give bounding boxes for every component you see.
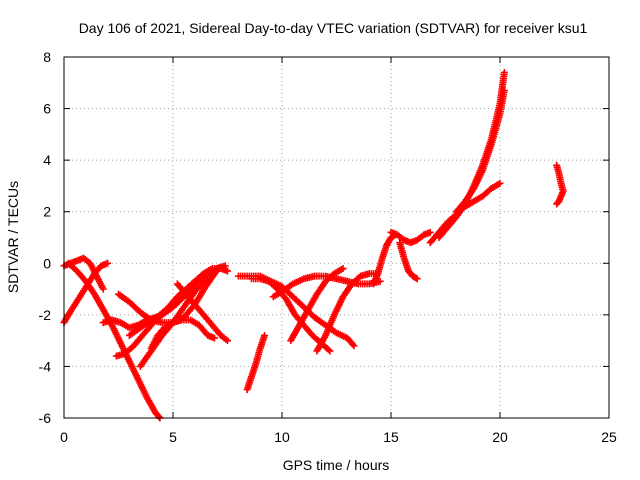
series-arc3 <box>64 259 164 422</box>
x-tick-label: 0 <box>60 429 68 445</box>
grid-lines <box>64 57 609 418</box>
data-point-marker <box>553 200 561 208</box>
y-tick-label: -4 <box>39 358 52 374</box>
data-point-marker <box>202 275 210 283</box>
y-tick-label: 8 <box>43 49 51 65</box>
series-arc10 <box>173 280 231 345</box>
data-point-marker <box>210 334 218 342</box>
data-point-marker <box>350 342 358 350</box>
data-point-marker <box>413 275 421 283</box>
data-point-marker <box>426 228 434 236</box>
x-tick-label: 15 <box>383 429 399 445</box>
series-arc22 <box>452 87 508 216</box>
data-points <box>60 68 567 422</box>
y-tick-label: -6 <box>39 410 52 426</box>
series-arc19 <box>396 239 421 283</box>
data-point-marker <box>155 413 163 421</box>
data-point-marker <box>412 274 420 282</box>
data-point-marker <box>224 337 231 345</box>
data-point-marker <box>500 68 508 76</box>
y-axis-ticks: -6 -4 -2 0 2 4 6 8 <box>39 49 609 426</box>
series-arc23 <box>553 161 567 208</box>
y-axis-label: SDTVAR / TECUs <box>5 181 21 293</box>
x-axis-label: GPS time / hours <box>283 457 390 473</box>
x-tick-label: 10 <box>274 429 290 445</box>
x-tick-label: 25 <box>601 429 617 445</box>
data-point-marker <box>326 347 334 355</box>
y-tick-label: -2 <box>39 307 52 323</box>
x-tick-label: 20 <box>492 429 508 445</box>
data-point-marker <box>224 267 231 275</box>
data-point-marker <box>554 199 562 207</box>
y-tick-label: 0 <box>43 255 51 271</box>
series-arc21 <box>435 68 508 241</box>
plot-frame <box>63 56 610 419</box>
data-point-marker <box>325 346 333 354</box>
data-point-marker <box>99 285 107 293</box>
y-tick-label: 6 <box>43 101 51 117</box>
series-arc18 <box>387 228 434 247</box>
x-tick-label: 5 <box>169 429 177 445</box>
data-point-marker <box>500 87 508 95</box>
data-point-marker <box>339 264 347 272</box>
series-arc2 <box>60 259 112 327</box>
series-arc9 <box>147 316 218 352</box>
data-point-marker <box>221 262 229 270</box>
series-arc13 <box>243 331 269 394</box>
chart-title: Day 106 of 2021, Sidereal Day-to-day VTE… <box>79 20 588 36</box>
y-tick-label: 4 <box>43 152 51 168</box>
data-point-marker <box>261 331 269 339</box>
data-point-marker <box>376 277 384 285</box>
y-tick-label: 2 <box>43 204 51 220</box>
series-arc17 <box>370 231 399 288</box>
data-point-marker <box>104 259 112 267</box>
data-point-marker <box>496 179 504 187</box>
